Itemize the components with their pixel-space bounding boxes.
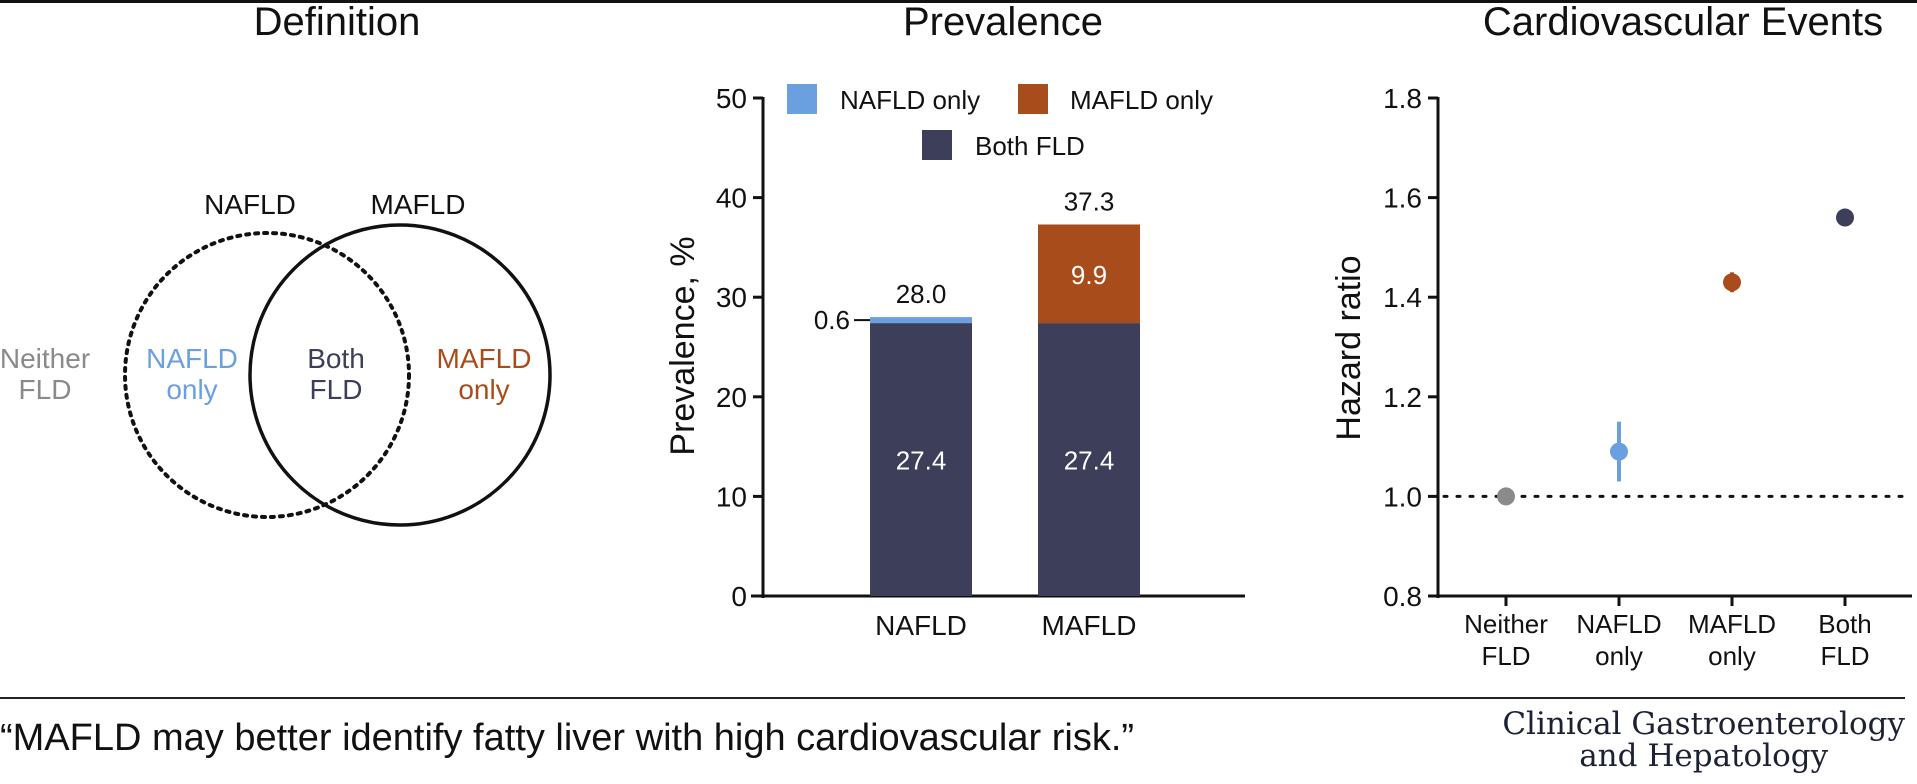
hazard-ratio-y-tick-label: 1.4 [1383,282,1422,313]
mafld-circle-label: MAFLD [371,189,466,220]
journal-name-line2: and Hepatology [1579,738,1829,774]
hazard-ratio-point [1497,487,1515,506]
both-fld-label-line1: Both [307,343,365,374]
neither-fld-label-line1: Neither [0,343,90,374]
legend-swatch-both-fld [922,130,952,160]
legend-swatch-nafld-only [787,84,817,114]
cardiovascular-title: Cardiovascular Events [1482,0,1884,44]
prevalence-x-tick-label: NAFLD [875,610,967,641]
prevalence-legend: NAFLD only MAFLD only Both FLD [787,84,1213,161]
neither-fld-label-line2: FLD [19,374,72,405]
hazard-ratio-x-tick-label-line1: Neither [1464,609,1548,639]
prevalence-y-tick-label: 40 [716,183,747,214]
hazard-ratio-x-tick-label-line2: only [1708,641,1756,671]
nafld-circle [123,231,411,519]
hazard-ratio-point [1610,442,1628,461]
hazard-ratio-y-tick-label: 0.8 [1383,581,1422,612]
prevalence-bar-chart: Prevalence, % NAFLD only MAFLD only Both… [664,83,1245,641]
prevalence-y-tick-label: 0 [731,581,747,612]
mafld-circle [248,223,552,527]
legend-label-both-fld: Both FLD [975,131,1085,161]
journal-name-line1: Clinical Gastroenterology [1502,706,1905,742]
hazard-ratio-x-tick-label-line1: MAFLD [1688,609,1776,639]
bar-total-label: 37.3 [1064,186,1115,216]
hazard-ratio-y-axis-label: Hazard ratio [1330,255,1368,440]
hazard-ratio-x-tick-label-line1: NAFLD [1576,609,1661,639]
prevalence-y-tick-label: 20 [716,382,747,413]
mafld-only-label-line1: MAFLD [437,343,532,374]
legend-swatch-mafld-only [1018,84,1048,114]
hazard-ratio-x-tick-label-line2: FLD [1481,641,1530,671]
hazard-ratio-chart: Hazard ratio 0.81.01.21.41.61.8NeitherFL… [1330,83,1914,671]
footer-divider [0,697,1905,699]
prevalence-title: Prevalence [902,0,1104,44]
mafld-only-label-line2: only [458,374,509,405]
bar-segment-value-label: 9.9 [1071,260,1107,290]
hazard-ratio-x-tick-label-line1: Both [1818,609,1872,639]
bar-segment-both-fld [870,323,972,596]
both-fld-label-line2: FLD [310,374,363,405]
nafld-circle-label: NAFLD [204,189,296,220]
bar-total-label: 28.0 [896,279,947,309]
hazard-ratio-y-tick-label: 1.8 [1383,83,1422,114]
bar-segment-value-label: 27.4 [896,446,947,476]
nafld-only-label-line2: only [166,374,217,405]
figure-canvas: NAFLD MAFLD Neither FLD NAFLD only Both … [0,83,1914,671]
hazard-ratio-x-tick-label-line2: FLD [1820,641,1869,671]
journal-logo: Clinical Gastroenterology and Hepatology [1502,708,1905,772]
bar-segment-both-fld [1038,323,1140,596]
top-border [0,0,1917,3]
prevalence-y-tick-label: 10 [716,481,747,512]
bar-segment-mafld-only [1038,224,1140,324]
prevalence-y-tick-label: 30 [716,282,747,313]
hazard-ratio-point [1723,273,1741,292]
legend-label-mafld-only: MAFLD only [1070,85,1213,115]
definition-title: Definition [253,0,421,44]
summary-quote: “MAFLD may better identify fatty liver w… [0,717,1135,759]
hazard-ratio-x-tick-label-line2: only [1595,641,1643,671]
hazard-ratio-y-tick-label: 1.6 [1383,183,1422,214]
venn-diagram: NAFLD MAFLD Neither FLD NAFLD only Both … [0,189,552,527]
hazard-ratio-point [1836,208,1854,227]
hazard-ratio-y-tick-label: 1.0 [1383,481,1422,512]
prevalence-y-axis-label: Prevalence, % [664,236,702,455]
prevalence-y-tick-label: 50 [716,83,747,114]
bar-segment-nafld-only [870,317,972,324]
bar-segment-value-label: 0.6 [814,305,850,335]
nafld-only-label-line1: NAFLD [146,343,238,374]
bar-segment-value-label: 27.4 [1064,446,1115,476]
hazard-ratio-y-tick-label: 1.2 [1383,382,1422,413]
prevalence-x-tick-label: MAFLD [1042,610,1137,641]
legend-label-nafld-only: NAFLD only [840,85,980,115]
